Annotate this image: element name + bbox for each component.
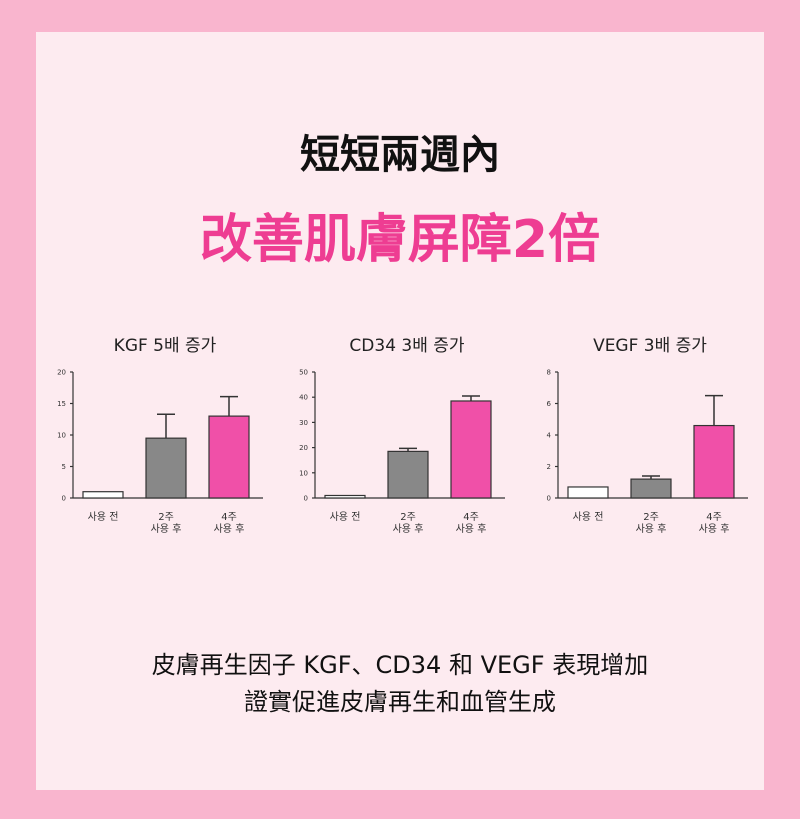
category-label: 사용 후	[151, 523, 182, 535]
y-tick-label: 0	[62, 495, 66, 503]
category-label: 사용 전	[573, 511, 604, 523]
y-tick-label: 5	[62, 463, 66, 471]
bar-0	[567, 486, 609, 499]
content-card	[36, 32, 764, 790]
headline-line2: 改善肌膚屏障2倍	[199, 210, 601, 270]
footer-line1: 皮膚再生因子 KGF、CD34 和 VEGF 表現增加	[151, 651, 649, 679]
y-tick-label: 30	[299, 419, 308, 427]
bar-2	[208, 415, 250, 499]
category-label: 4주	[463, 512, 479, 523]
footer-line2: 證實促進皮膚再生和血管生成	[244, 688, 556, 716]
category-label: 사용 후	[456, 523, 487, 535]
y-tick-label: 0	[547, 495, 551, 503]
bar-2	[450, 400, 492, 499]
error-bar-2	[705, 394, 723, 426]
y-tick-label: 20	[57, 369, 66, 377]
bar-1	[387, 450, 429, 499]
y-tick-label: 2	[547, 463, 551, 471]
headline-line1: 短短兩週內	[300, 132, 500, 178]
chart-title-kgf: KGF 5배 증가	[113, 336, 217, 356]
category-label: 사용 전	[330, 511, 361, 523]
category-label: 4주	[706, 512, 722, 523]
error-bar-1	[399, 447, 417, 452]
bar-0	[324, 494, 366, 499]
y-tick-label: 4	[547, 432, 552, 440]
category-label: 4주	[221, 512, 237, 523]
y-tick-label: 10	[299, 469, 308, 477]
error-bar-1	[157, 413, 175, 439]
y-tick-label: 20	[299, 444, 308, 452]
bar-2	[693, 424, 735, 499]
y-tick-label: 40	[299, 394, 308, 402]
category-label: 사용 후	[699, 523, 730, 535]
category-label: 사용 후	[214, 523, 245, 535]
bar-1	[630, 478, 672, 499]
category-label: 2주	[400, 512, 416, 523]
bar-1	[145, 437, 187, 499]
y-tick-label: 15	[57, 400, 66, 408]
y-tick-label: 50	[299, 369, 308, 377]
chart-title-cd34: CD34 3배 증가	[349, 336, 465, 356]
error-bar-2	[220, 395, 238, 417]
chart-title-vegf: VEGF 3배 증가	[593, 336, 707, 356]
category-label: 사용 후	[636, 523, 667, 535]
y-tick-label: 10	[57, 432, 66, 440]
category-label: 사용 전	[88, 511, 119, 523]
y-tick-label: 8	[547, 369, 551, 377]
error-bar-1	[642, 475, 660, 480]
y-tick-label: 0	[304, 495, 308, 503]
category-label: 2주	[158, 512, 174, 523]
category-label: 사용 후	[393, 523, 424, 535]
category-label: 2주	[643, 512, 659, 523]
error-bar-2	[462, 395, 480, 401]
bar-0	[82, 491, 124, 499]
y-tick-label: 6	[547, 400, 552, 408]
